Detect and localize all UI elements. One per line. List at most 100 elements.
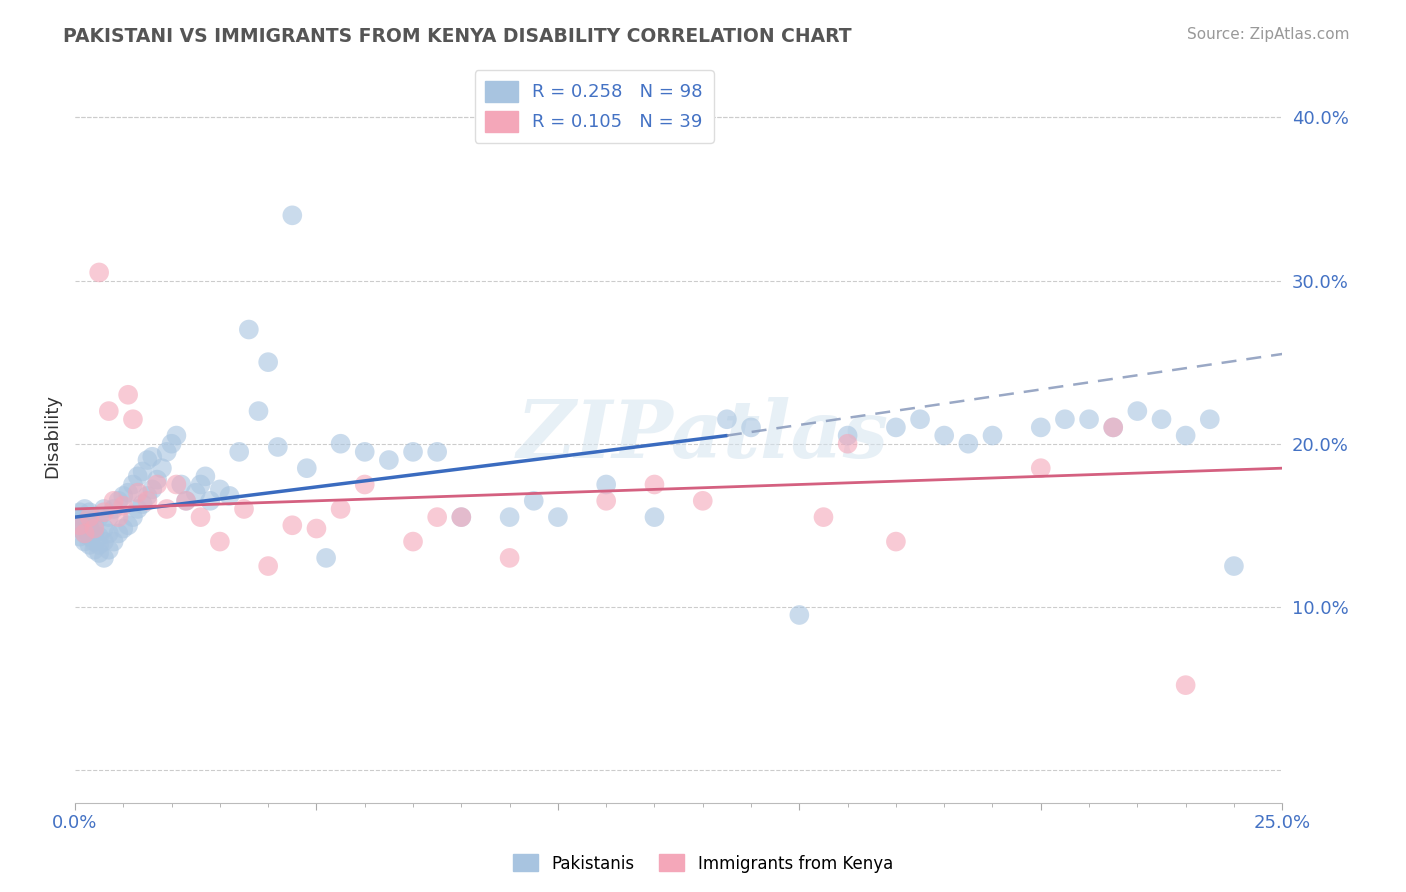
Point	[498, 550, 520, 565]
Legend: R = 0.258   N = 98, R = 0.105   N = 39: R = 0.258 N = 98, R = 0.105 N = 39	[475, 70, 714, 143]
Point	[156, 502, 179, 516]
Point	[107, 493, 129, 508]
Point	[79, 522, 101, 536]
Point	[146, 477, 169, 491]
Point	[131, 497, 153, 511]
Point	[93, 522, 115, 536]
Point	[112, 489, 135, 503]
Point	[1223, 559, 1246, 574]
Point	[305, 522, 328, 536]
Point	[190, 477, 212, 491]
Point	[117, 388, 139, 402]
Point	[643, 477, 665, 491]
Point	[89, 510, 111, 524]
Point	[127, 469, 149, 483]
Point	[547, 510, 569, 524]
Point	[117, 485, 139, 500]
Point	[73, 534, 96, 549]
Point	[281, 518, 304, 533]
Point	[233, 502, 256, 516]
Point	[295, 461, 318, 475]
Point	[122, 477, 145, 491]
Point	[83, 522, 105, 536]
Point	[315, 550, 337, 565]
Point	[89, 538, 111, 552]
Point	[353, 445, 375, 459]
Point	[83, 526, 105, 541]
Point	[1174, 678, 1197, 692]
Point	[1102, 420, 1125, 434]
Point	[1078, 412, 1101, 426]
Point	[127, 485, 149, 500]
Point	[426, 445, 449, 459]
Point	[136, 489, 159, 503]
Point	[73, 518, 96, 533]
Point	[83, 542, 105, 557]
Point	[353, 477, 375, 491]
Point	[112, 522, 135, 536]
Point	[981, 428, 1004, 442]
Text: PAKISTANI VS IMMIGRANTS FROM KENYA DISABILITY CORRELATION CHART: PAKISTANI VS IMMIGRANTS FROM KENYA DISAB…	[63, 27, 852, 45]
Point	[837, 436, 859, 450]
Point	[378, 453, 401, 467]
Point	[89, 530, 111, 544]
Point	[69, 530, 91, 544]
Point	[884, 420, 907, 434]
Point	[837, 428, 859, 442]
Point	[93, 505, 115, 519]
Point	[247, 404, 270, 418]
Point	[156, 445, 179, 459]
Point	[1174, 428, 1197, 442]
Point	[218, 489, 240, 503]
Point	[813, 510, 835, 524]
Point	[160, 436, 183, 450]
Point	[200, 493, 222, 508]
Text: ZIPatlas: ZIPatlas	[516, 397, 889, 475]
Point	[127, 502, 149, 516]
Point	[73, 526, 96, 541]
Point	[89, 546, 111, 560]
Point	[83, 518, 105, 533]
Point	[107, 510, 129, 524]
Y-axis label: Disability: Disability	[44, 393, 60, 477]
Point	[523, 493, 546, 508]
Point	[79, 505, 101, 519]
Point	[450, 510, 472, 524]
Point	[69, 518, 91, 533]
Point	[957, 436, 980, 450]
Point	[112, 499, 135, 513]
Point	[170, 477, 193, 491]
Point	[174, 493, 197, 508]
Point	[89, 265, 111, 279]
Point	[789, 607, 811, 622]
Point	[884, 534, 907, 549]
Point	[97, 404, 120, 418]
Point	[69, 522, 91, 536]
Text: Source: ZipAtlas.com: Source: ZipAtlas.com	[1187, 27, 1350, 42]
Point	[97, 542, 120, 557]
Point	[69, 510, 91, 524]
Point	[1053, 412, 1076, 426]
Point	[73, 502, 96, 516]
Point	[107, 526, 129, 541]
Point	[402, 445, 425, 459]
Point	[103, 534, 125, 549]
Point	[73, 510, 96, 524]
Point	[595, 493, 617, 508]
Point	[136, 453, 159, 467]
Point	[184, 485, 207, 500]
Point	[165, 477, 187, 491]
Point	[103, 502, 125, 516]
Point	[740, 420, 762, 434]
Point	[908, 412, 931, 426]
Point	[716, 412, 738, 426]
Point	[165, 428, 187, 442]
Point	[69, 515, 91, 529]
Point	[934, 428, 956, 442]
Point	[174, 493, 197, 508]
Point	[93, 502, 115, 516]
Point	[267, 440, 290, 454]
Point	[1029, 420, 1052, 434]
Point	[79, 530, 101, 544]
Point	[69, 505, 91, 519]
